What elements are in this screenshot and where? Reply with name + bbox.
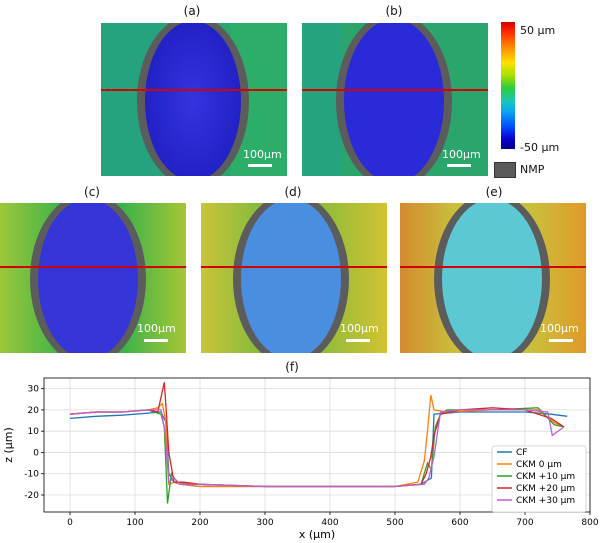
x-tick-label: 0	[67, 518, 73, 528]
x-tick-label: 600	[451, 518, 468, 528]
panel-b-image	[302, 23, 488, 176]
chart-legend: CF CKM 0 μm CKM +10 μm CKM +20 μm CKM +30 μm	[491, 445, 587, 513]
x-tick-label: 200	[191, 518, 208, 528]
legend-entry-4: CKM +30 μm	[516, 496, 575, 506]
panel-e-image	[400, 203, 586, 353]
panel-a-image	[101, 23, 287, 176]
y-tick-label: 0	[33, 448, 39, 458]
colorbar-max-label: 50 μm	[520, 24, 556, 37]
colorbar	[501, 22, 515, 149]
panel-e-label: (e)	[485, 185, 503, 199]
panel-c-scale-bar	[144, 339, 168, 342]
nmp-swatch	[494, 162, 516, 178]
series-line-4	[69, 409, 565, 488]
profile-line-chart: 0 100 200 300 400 500 600 700 800 -20 -10 0 10 20 30 x…	[2, 377, 599, 541]
panel-a-scale-bar	[248, 164, 272, 167]
series-line-2	[69, 407, 565, 504]
panel-b-label: (b)	[385, 4, 403, 18]
chart-series-lines	[69, 382, 568, 504]
x-tick-label: 400	[321, 518, 338, 528]
legend-entry-2: CKM +10 μm	[516, 472, 575, 482]
x-tick-label: 700	[516, 518, 533, 528]
panel-b-scale-bar	[447, 164, 471, 167]
panel-a-label: (a)	[183, 4, 201, 18]
chart-ticks: 0 100 200 300 400 500 600 700 800 -20 -10 0 10 20 30	[24, 385, 599, 528]
panel-a-scale-text: 100μm	[243, 148, 282, 161]
legend-entry-0: CF	[516, 448, 527, 458]
panel-f-label: (f)	[285, 360, 299, 374]
x-tick-label: 300	[256, 518, 273, 528]
series-line-3	[69, 382, 565, 488]
panel-d-image	[201, 203, 387, 353]
x-tick-label: 100	[126, 518, 143, 528]
panel-e-scale-bar	[549, 339, 573, 342]
panel-e-scale-text: 100μm	[540, 322, 579, 335]
nmp-label: NMP	[520, 163, 545, 176]
chart-plot-frame	[43, 377, 591, 513]
legend-box	[491, 445, 587, 513]
series-line-1	[69, 394, 565, 488]
panel-c-label: (c)	[84, 185, 100, 199]
x-tick-label: 500	[386, 518, 403, 528]
panel-d-scale-bar	[346, 339, 370, 342]
chart-xlabel: x (μm)	[299, 528, 335, 541]
panel-c-image	[0, 203, 186, 353]
panel-b-scale-text: 100μm	[442, 148, 481, 161]
legend-entry-1: CKM 0 μm	[516, 460, 562, 470]
panel-d-scale-text: 100μm	[340, 322, 379, 335]
panel-d-label: (d)	[284, 185, 302, 199]
y-tick-label: -10	[24, 470, 39, 480]
panel-c-scale-text: 100μm	[137, 322, 176, 335]
y-tick-label: -20	[24, 491, 39, 501]
y-tick-label: 10	[28, 427, 40, 437]
y-tick-label: 20	[28, 406, 40, 416]
chart-ylabel: z (μm)	[2, 427, 15, 463]
y-tick-label: 30	[28, 385, 40, 395]
x-tick-label: 800	[581, 518, 598, 528]
colorbar-min-label: -50 μm	[520, 141, 560, 154]
legend-entry-3: CKM +20 μm	[516, 484, 575, 494]
